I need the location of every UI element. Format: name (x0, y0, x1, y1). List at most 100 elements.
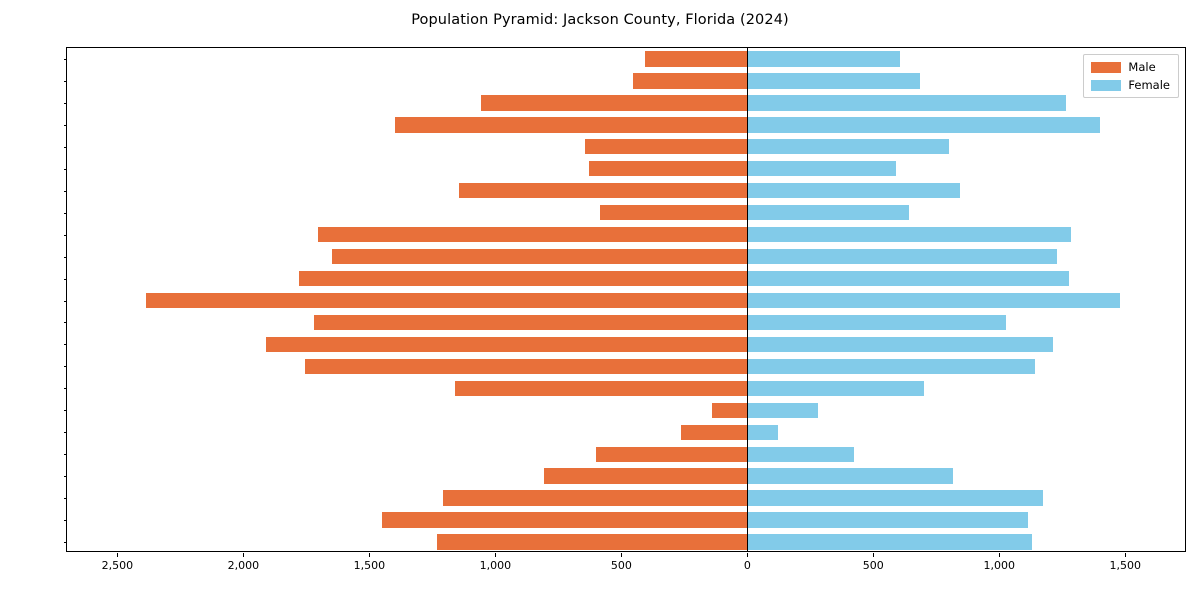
y-axis-tick-mark (63, 212, 67, 214)
y-axis-tick-mark (63, 542, 67, 544)
bar-male (381, 512, 748, 528)
bar-male (458, 183, 748, 199)
bar-female (747, 534, 1033, 550)
bar-female (747, 490, 1044, 506)
legend-entry[interactable]: Female (1091, 78, 1170, 92)
bar-male (644, 51, 748, 67)
bar-row (67, 51, 1185, 67)
bar-male (266, 336, 748, 353)
bar-row (67, 358, 1185, 375)
bar-row (67, 248, 1185, 265)
bar-female (747, 204, 909, 221)
bar-row (67, 490, 1185, 506)
bar-row (67, 204, 1185, 221)
legend: Male Female (1083, 54, 1179, 98)
bar-male (712, 402, 748, 418)
bar-row (67, 534, 1185, 550)
y-axis-tick-mark (63, 234, 67, 236)
bar-row (67, 73, 1185, 89)
bar-female (747, 380, 924, 396)
bar-row (67, 424, 1185, 440)
bar-female (747, 336, 1053, 353)
legend-entry[interactable]: Male (1091, 60, 1170, 74)
y-axis-tick-mark (63, 124, 67, 126)
bar-male (317, 226, 748, 243)
bars-layer (67, 48, 1185, 551)
bar-male (437, 534, 748, 550)
y-axis-tick-mark (63, 278, 67, 280)
bar-female (747, 358, 1035, 375)
y-axis-tick-mark (63, 410, 67, 412)
legend-label: Male (1128, 60, 1156, 74)
plot-area: 85+80-8475-7970-7467-6965-6662-6460-6155… (63, 47, 1186, 572)
bar-male (481, 95, 748, 111)
bar-row (67, 402, 1185, 418)
bar-female (747, 402, 818, 418)
bar-row (67, 95, 1185, 111)
x-axis-tick-label: 0 (743, 559, 751, 572)
zero-axis-line (747, 48, 749, 551)
bar-row (67, 380, 1185, 396)
bar-male (298, 270, 748, 287)
y-axis-tick-mark (63, 432, 67, 434)
bar-female (747, 446, 855, 462)
y-axis-tick-mark (63, 476, 67, 478)
bar-female (747, 73, 920, 89)
y-axis-tick-mark (63, 322, 67, 324)
y-axis-tick-mark (63, 168, 67, 170)
bar-female (747, 270, 1069, 287)
bar-male (394, 117, 748, 133)
legend-swatch-female (1091, 79, 1122, 91)
bar-male (305, 358, 748, 375)
bar-male (544, 468, 748, 484)
bar-row (67, 226, 1185, 243)
y-axis-tick-mark (63, 146, 67, 148)
x-axis-tick-mark (873, 553, 875, 557)
bar-female (747, 314, 1007, 331)
legend-swatch-male (1091, 61, 1122, 73)
y-axis-tick-mark (63, 366, 67, 368)
x-axis-tick-mark (1125, 553, 1127, 557)
bar-row (67, 139, 1185, 155)
legend-label: Female (1128, 78, 1170, 92)
x-axis-tick-label: 500 (862, 559, 884, 572)
x-axis-tick-label: 500 (610, 559, 632, 572)
bar-male (146, 292, 748, 309)
x-axis-tick-label: 2,500 (101, 559, 134, 572)
bar-male (584, 139, 748, 155)
x-axis-tick-mark (747, 553, 749, 557)
y-axis-tick-mark (63, 256, 67, 258)
x-axis-tick-mark (117, 553, 119, 557)
x-axis-tick-label: 2,000 (227, 559, 260, 572)
bar-row (67, 161, 1185, 177)
bar-female (747, 292, 1121, 309)
y-axis-tick-mark (63, 388, 67, 390)
bar-row (67, 117, 1185, 133)
bar-male (331, 248, 748, 265)
x-axis-tick-mark (621, 553, 623, 557)
x-axis-tick-mark (369, 553, 371, 557)
bar-male (313, 314, 748, 331)
bar-male (600, 204, 748, 221)
x-axis-tick-mark (243, 553, 245, 557)
bar-male (442, 490, 748, 506)
x-axis-tick-label: 1,000 (479, 559, 512, 572)
y-axis-tick-mark (63, 520, 67, 522)
bar-female (747, 183, 961, 199)
bar-female (747, 512, 1029, 528)
bar-row (67, 512, 1185, 528)
page-title: Population Pyramid: Jackson County, Flor… (411, 12, 789, 28)
bar-female (747, 424, 778, 440)
x-axis-tick-mark (495, 553, 497, 557)
bar-row (67, 468, 1185, 484)
bar-female (747, 51, 901, 67)
y-axis-tick-mark (63, 80, 67, 82)
bar-female (747, 139, 949, 155)
y-axis-tick-mark (63, 102, 67, 104)
bar-row (67, 183, 1185, 199)
x-axis-tick-label: 1,000 (983, 559, 1016, 572)
bar-female (747, 248, 1058, 265)
y-axis-tick-mark (63, 300, 67, 302)
bar-female (747, 117, 1101, 133)
